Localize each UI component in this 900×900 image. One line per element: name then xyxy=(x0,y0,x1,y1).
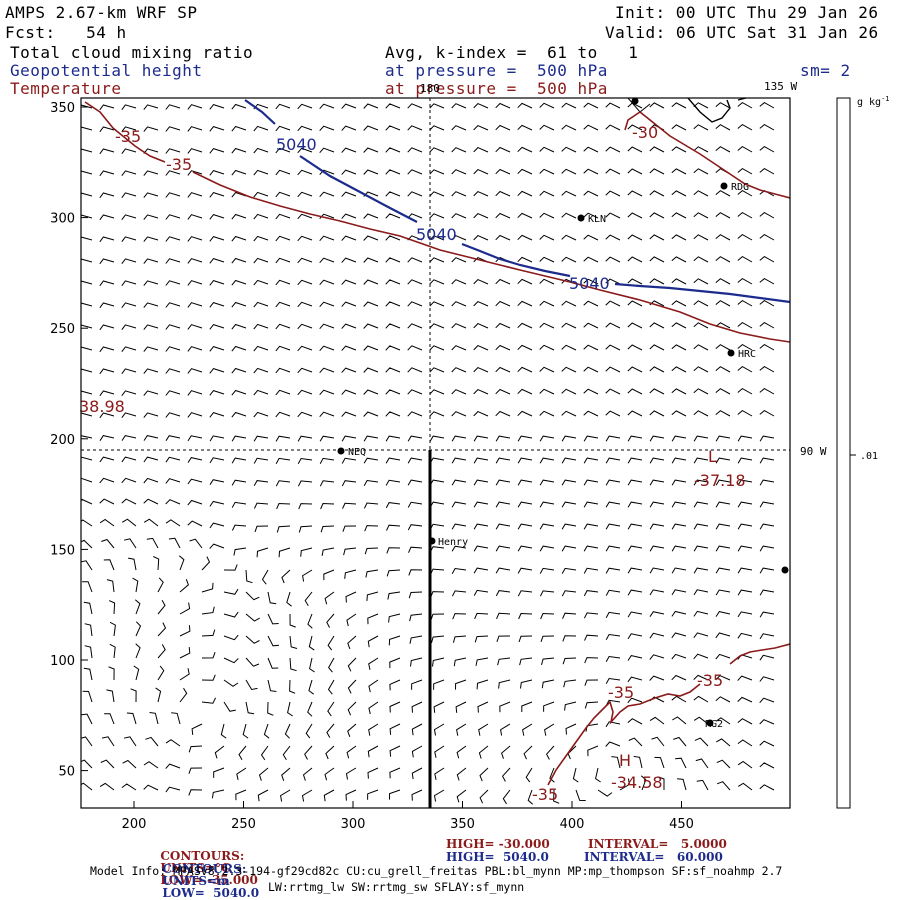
station-hrc-dot xyxy=(727,349,735,357)
colorbar-tick-label: .01 xyxy=(860,451,878,462)
station-neq-dot xyxy=(337,447,345,455)
model-info-line2: LW:rrtmg_lw SW:rrtmg_sw SFLAY:sf_mynn xyxy=(268,880,525,894)
station-rg2-dot xyxy=(706,719,714,727)
low-value: -37.18 xyxy=(694,471,746,490)
height-label: 5040 xyxy=(276,135,317,154)
station-henry-label: Henry xyxy=(438,537,468,548)
temperature-label: -30 xyxy=(632,123,658,142)
meridian-90w-label: 90 W xyxy=(800,445,827,458)
temperature-label: -35 xyxy=(166,155,192,174)
temp-contour-info: CONTOURS: UNITS=°C LOW= -35.000 xyxy=(152,838,258,886)
wind-barbs xyxy=(81,101,775,805)
x-tick-label: 350 xyxy=(450,817,475,832)
temp-units: UNITS=°C xyxy=(160,861,231,875)
y-tick-label: 300 xyxy=(50,212,75,227)
field1-detail: Avg, k-index = 61 to 1 xyxy=(385,43,639,62)
meridian-180-label: 180 xyxy=(420,82,440,95)
temperature-label: -35 xyxy=(115,127,141,146)
station-henry-dot xyxy=(428,537,436,545)
height-label: 5040 xyxy=(569,274,610,293)
stations xyxy=(337,97,789,727)
low-symbol: L xyxy=(708,447,717,466)
x-axis: 200 250 300 350 400 450 xyxy=(122,801,694,832)
field3-name: Temperature xyxy=(10,79,122,98)
colorbar-units: g kg-1 xyxy=(857,95,890,108)
high-value: -34.58 xyxy=(611,773,663,792)
plot-frame xyxy=(80,97,791,809)
y-tick-label: 350 xyxy=(50,101,75,116)
station-kln-label: KLN xyxy=(588,214,606,225)
y-tick-label: 50 xyxy=(58,765,75,780)
height-low: LOW= 5040.0 xyxy=(162,886,260,900)
station-hrc-label: HRC xyxy=(738,349,756,360)
station-rdg-label: RDG xyxy=(731,182,749,193)
meridian-135w-label: 135 W xyxy=(764,80,797,93)
temperature-label: -35 xyxy=(608,683,634,702)
temperature-contour xyxy=(547,643,790,786)
y-tick-label: 250 xyxy=(50,322,75,337)
y-tick-label: 150 xyxy=(50,543,75,558)
temp-low: LOW= -35.000 xyxy=(160,873,258,887)
field1-name: Total cloud mixing ratio xyxy=(10,43,254,62)
temp-interval: INTERVAL= 5.0000 xyxy=(588,837,727,851)
wind-barb xyxy=(81,101,775,805)
y-tick-label: 200 xyxy=(50,433,75,448)
high-symbol: H xyxy=(619,751,631,770)
height-contours-label: CONTOURS: xyxy=(162,862,247,876)
station-edge-dot xyxy=(781,566,789,574)
temp-high: HIGH= -30.000 xyxy=(446,837,550,851)
temp-contours-label: CONTOURS: xyxy=(160,849,245,863)
model-title: AMPS 2.67-km WRF SP xyxy=(5,3,198,22)
valid-time: Valid: 06 UTC Sat 31 Jan 26 xyxy=(605,23,879,42)
temperature-contour xyxy=(84,101,790,343)
temperature-contour xyxy=(624,111,790,199)
height-contour-info: CONTOURS: UNITS=m LOW= 5040.0 xyxy=(154,851,259,899)
station-rg2-label: RG2 xyxy=(705,719,723,730)
colorbar xyxy=(836,97,851,809)
y-axis: 350 300 250 200 150 100 50 xyxy=(50,101,88,780)
height-contour xyxy=(461,242,790,304)
temperature-label: -35 xyxy=(532,785,558,804)
forecast-hour: Fcst: 54 h xyxy=(5,23,127,42)
station-rdg-dot xyxy=(720,182,728,190)
x-tick-label: 450 xyxy=(669,817,694,832)
x-tick-label: 400 xyxy=(560,817,585,832)
height-high: HIGH= 5040.0 xyxy=(446,850,549,864)
field2-detail: at pressure = 500 hPa xyxy=(385,61,608,80)
height-label: 5040 xyxy=(416,225,457,244)
field3-detail: at pressure = 500 hPa xyxy=(385,79,608,98)
height-contour xyxy=(244,99,418,223)
x-tick-label: 300 xyxy=(341,817,366,832)
edge-value: 38.98 xyxy=(79,397,125,416)
field2-name: Geopotential height xyxy=(10,61,203,80)
x-tick-label: 250 xyxy=(231,817,256,832)
station-top-dot xyxy=(631,97,639,105)
station-neq-label: NEQ xyxy=(348,447,366,458)
model-info-line1: Model Info: MPASv8.2.3-194-gf29cd82c CU:… xyxy=(90,864,783,878)
y-tick-label: 100 xyxy=(50,654,75,669)
coastline-fragment xyxy=(627,98,651,113)
x-tick-label: 200 xyxy=(122,817,147,832)
temperature-label: -35 xyxy=(697,671,723,690)
init-time: Init: 00 UTC Thu 29 Jan 26 xyxy=(615,3,879,22)
height-interval: INTERVAL= 60.000 xyxy=(584,850,723,864)
station-kln-dot xyxy=(577,214,585,222)
smoothing-label: sm= 2 xyxy=(800,61,851,80)
height-units: UNITS=m xyxy=(162,874,230,888)
coastline xyxy=(687,98,747,123)
